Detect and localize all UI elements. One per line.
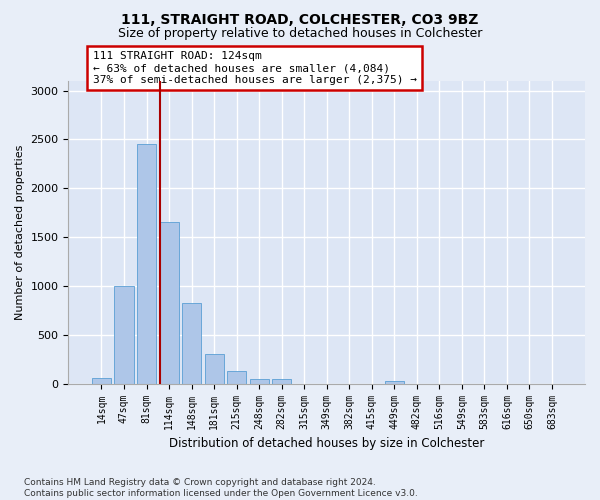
Bar [92,378,111,384]
Bar [182,302,201,384]
Bar [115,286,134,384]
X-axis label: Distribution of detached houses by size in Colchester: Distribution of detached houses by size … [169,437,484,450]
Text: 111, STRAIGHT ROAD, COLCHESTER, CO3 9BZ: 111, STRAIGHT ROAD, COLCHESTER, CO3 9BZ [121,12,479,26]
Text: Size of property relative to detached houses in Colchester: Size of property relative to detached ho… [118,28,482,40]
Bar [227,371,246,384]
Text: Contains HM Land Registry data © Crown copyright and database right 2024.
Contai: Contains HM Land Registry data © Crown c… [24,478,418,498]
Bar [205,354,224,384]
Bar [250,379,269,384]
Bar [385,381,404,384]
Bar [137,144,156,384]
Bar [272,380,291,384]
Bar [160,222,179,384]
Y-axis label: Number of detached properties: Number of detached properties [15,144,25,320]
Text: 111 STRAIGHT ROAD: 124sqm
← 63% of detached houses are smaller (4,084)
37% of se: 111 STRAIGHT ROAD: 124sqm ← 63% of detac… [93,52,417,84]
